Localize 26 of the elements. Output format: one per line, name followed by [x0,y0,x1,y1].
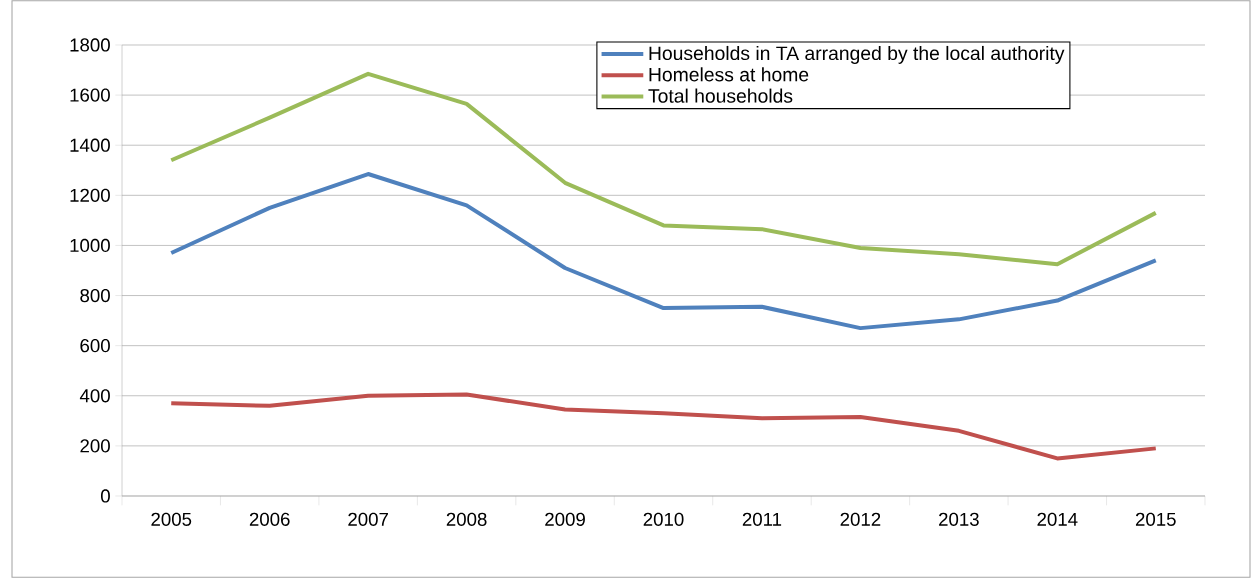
x-tick-label: 2006 [249,512,290,526]
y-tick-label: 600 [80,339,110,353]
y-tick-label: 400 [79,389,110,403]
x-tick-label: 2008 [446,512,487,526]
y-tick-label: 1800 [70,38,110,52]
legend-label: Households in TA arranged by the local authority [649,45,1065,64]
x-tick-label: 2014 [1037,512,1078,526]
y-tick-label: 1400 [70,138,110,152]
x-tick-label: 2009 [545,512,585,526]
x-tick-label: 2012 [840,512,881,526]
x-tick-label: 2015 [1135,512,1176,526]
line-series [169,392,1158,461]
legend-label: Total households [648,88,793,103]
line-series [169,172,1158,331]
y-tick-label: 800 [80,288,110,303]
y-tick-label: 0 [100,489,110,503]
y-tick-label: 1200 [70,188,110,202]
y-tick-label: 200 [80,439,110,453]
y-tick-label: 1600 [70,88,110,102]
x-tick-label: 2013 [939,512,979,526]
y-tick-label: 1000 [70,238,110,253]
x-tick-label: 2010 [643,512,684,526]
x-tick-label: 2011 [742,512,782,526]
x-tick-label: 2007 [348,512,388,526]
legend-label: Homeless at home [649,67,809,82]
x-tick-label: 2005 [151,512,192,526]
